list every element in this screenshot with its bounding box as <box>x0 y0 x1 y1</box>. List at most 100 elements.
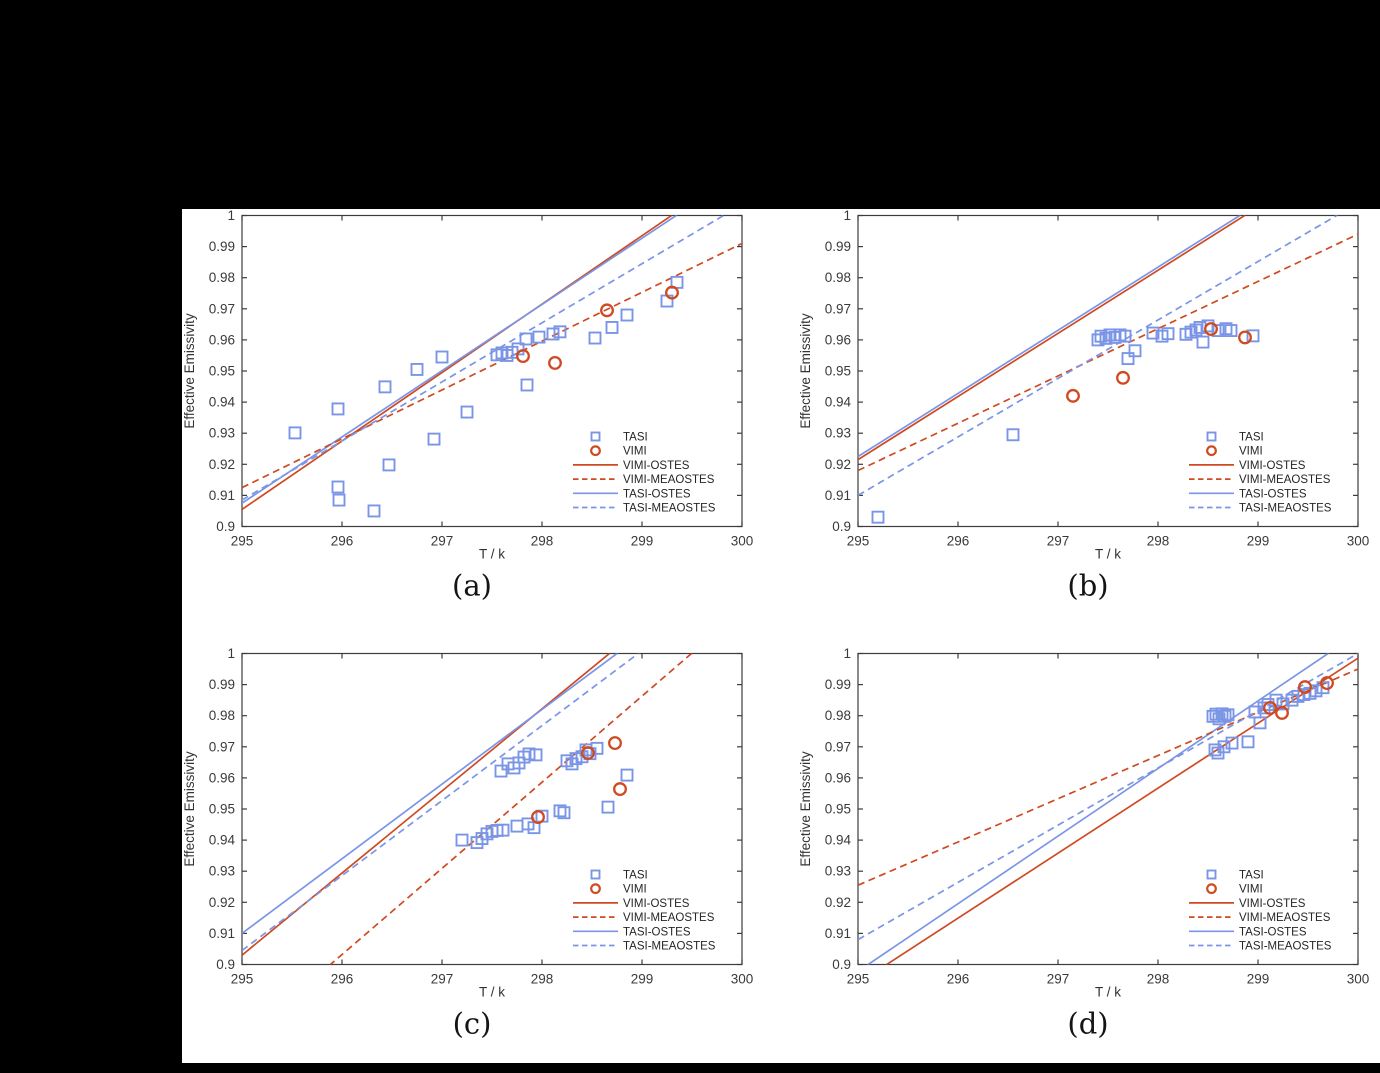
y-tick-label: 0.9 <box>832 957 851 972</box>
legend-label: TASI-OSTES <box>1239 926 1307 938</box>
tasi-point <box>1121 352 1135 366</box>
y-tick-label: 0.93 <box>209 864 235 879</box>
legend-label: VIMI-OSTES <box>623 898 690 910</box>
vimi-point <box>531 810 545 825</box>
tasi-point <box>382 458 396 472</box>
tasi-point <box>427 432 441 446</box>
fit-line-vimi-meaostes <box>242 242 742 489</box>
tasi-point <box>1099 331 1113 345</box>
fit-line-tasi-ostes <box>242 215 678 504</box>
legend-label: TASI-MEAOSTES <box>623 503 716 515</box>
y-tick-label: 1 <box>843 646 851 661</box>
tasi-point <box>532 330 546 344</box>
y-tick-label: 0.9 <box>216 957 235 972</box>
y-axis-label: Effective Emissivity <box>798 751 813 867</box>
x-tick-label: 296 <box>331 534 354 549</box>
tasi-point <box>288 426 302 440</box>
tasi-point <box>1225 736 1239 750</box>
legend-label: TASI-OSTES <box>623 488 691 500</box>
x-tick-label: 295 <box>847 534 870 549</box>
fit-lines <box>858 215 1358 497</box>
x-axis-label: T / k <box>1095 547 1121 562</box>
y-tick-label: 0.97 <box>209 739 235 754</box>
legend-label: TASI-OSTES <box>1239 488 1307 500</box>
legend-label: VIMI-MEAOSTES <box>1239 912 1331 924</box>
y-tick-label: 0.96 <box>209 332 235 347</box>
legend-label: TASI-OSTES <box>623 926 691 938</box>
x-tick-label: 299 <box>1247 534 1270 549</box>
tasi-point <box>378 380 392 394</box>
tasi-point <box>331 480 345 494</box>
tasi-point <box>522 747 536 761</box>
y-axis-label: Effective Emissivity <box>182 751 197 867</box>
vimi-point <box>1275 705 1289 720</box>
legend-label: TASI <box>623 870 648 882</box>
vimi-point <box>608 736 622 751</box>
tasi-point <box>1241 735 1255 749</box>
tasi-point <box>455 833 469 847</box>
panel-caption: (c) <box>453 1007 492 1041</box>
x-tick-label: 295 <box>231 972 254 987</box>
tasi-point <box>1211 324 1225 338</box>
tasi-point <box>529 748 543 762</box>
legend-square-swatch <box>1206 431 1217 442</box>
vimi-point <box>581 746 595 760</box>
tasi-point <box>519 332 533 346</box>
legend-label: TASI-MEAOSTES <box>1239 941 1332 953</box>
y-tick-label: 0.97 <box>825 301 851 316</box>
x-axis-label: T / k <box>1095 985 1121 1000</box>
y-tick-label: 0.93 <box>825 426 851 441</box>
legend-circle-swatch <box>1206 445 1217 457</box>
vimi-point <box>1204 322 1218 336</box>
tasi-point <box>367 504 381 518</box>
fit-line-tasi-ostes <box>242 653 619 935</box>
x-tick-label: 297 <box>1047 972 1070 987</box>
legend: TASI VIMI VIMI-OSTES VIMI-MEAOSTES TASI-OSTE… <box>1189 432 1332 515</box>
fit-line-tasi-meaostes <box>242 653 640 952</box>
tasi-point <box>1189 323 1203 337</box>
x-tick-label: 299 <box>631 972 654 987</box>
legend-label: TASI-MEAOSTES <box>1239 503 1332 515</box>
legend-label: VIMI-OSTES <box>1239 460 1306 472</box>
y-tick-label: 0.98 <box>209 270 235 285</box>
y-tick-label: 0.95 <box>209 802 235 817</box>
series-vimi <box>516 285 679 370</box>
legend: TASI VIMI VIMI-OSTES VIMI-MEAOSTES TASI-OSTE… <box>1189 870 1332 953</box>
series-tasi <box>288 275 684 518</box>
y-tick-label: 0.98 <box>209 708 235 723</box>
y-tick-label: 1 <box>227 646 235 661</box>
y-tick-label: 0.99 <box>825 239 851 254</box>
vimi-point <box>665 285 679 300</box>
y-tick-label: 1 <box>843 208 851 223</box>
legend-label: TASI <box>623 432 648 444</box>
y-tick-label: 0.92 <box>825 895 851 910</box>
y-tick-label: 0.93 <box>209 426 235 441</box>
fit-line-tasi-ostes <box>866 653 1330 965</box>
x-tick-label: 296 <box>947 972 970 987</box>
vimi-point <box>613 782 627 797</box>
tasi-point <box>546 327 560 341</box>
y-tick-label: 0.95 <box>825 802 851 817</box>
x-tick-label: 300 <box>731 972 754 987</box>
tasi-point <box>605 321 619 334</box>
vimi-point <box>1066 388 1080 403</box>
panel-caption: (b) <box>1067 569 1108 603</box>
x-tick-label: 297 <box>431 972 454 987</box>
x-axis-label: T / k <box>479 547 505 562</box>
series-vimi <box>1263 676 1334 720</box>
legend-label: TASI-MEAOSTES <box>623 941 716 953</box>
x-tick-label: 298 <box>531 534 554 549</box>
tasi-point <box>1257 701 1271 715</box>
fit-lines <box>242 653 693 965</box>
panel-caption: (a) <box>452 569 492 603</box>
tasi-point <box>1006 428 1020 442</box>
x-tick-label: 296 <box>947 534 970 549</box>
y-tick-label: 0.96 <box>825 770 851 785</box>
tasi-point <box>1276 697 1290 711</box>
fit-line-vimi-meaostes <box>858 233 1358 472</box>
legend-square-swatch <box>590 431 601 442</box>
y-tick-label: 0.91 <box>825 488 851 503</box>
series-vimi <box>1066 322 1252 403</box>
